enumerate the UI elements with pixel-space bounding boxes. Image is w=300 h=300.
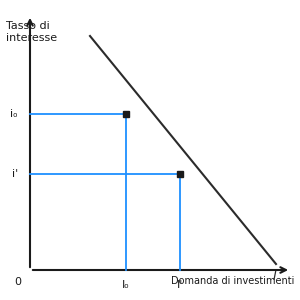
Text: iₒ: iₒ [10,109,18,119]
Text: Tasso di
interesse: Tasso di interesse [6,21,57,44]
Text: I: I [273,270,277,283]
Text: i': i' [12,169,18,179]
Text: Domanda di investimenti: Domanda di investimenti [171,276,294,286]
Text: 0: 0 [14,277,22,287]
Text: Iₒ: Iₒ [122,280,130,290]
Text: I': I' [177,280,183,290]
